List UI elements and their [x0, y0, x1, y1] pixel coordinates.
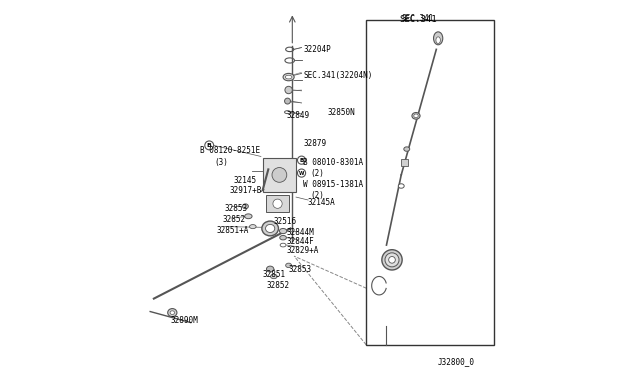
Ellipse shape: [398, 184, 404, 188]
Text: B: B: [207, 143, 212, 148]
Text: B 08010-8301A: B 08010-8301A: [303, 157, 364, 167]
Text: SEC.341: SEC.341: [399, 15, 437, 24]
Ellipse shape: [385, 253, 399, 267]
Text: 32851+A: 32851+A: [216, 226, 249, 235]
Text: 32145A: 32145A: [307, 198, 335, 207]
Circle shape: [298, 156, 306, 164]
Text: (3): (3): [215, 157, 228, 167]
Text: 32844F: 32844F: [287, 237, 314, 246]
Text: W: W: [299, 171, 304, 176]
Ellipse shape: [273, 199, 282, 208]
Ellipse shape: [285, 263, 292, 267]
Text: 32917+B: 32917+B: [230, 186, 262, 195]
Ellipse shape: [382, 250, 402, 270]
Ellipse shape: [433, 32, 443, 45]
Ellipse shape: [280, 243, 286, 247]
Text: 32851: 32851: [263, 270, 286, 279]
Text: 32853: 32853: [224, 203, 247, 213]
Ellipse shape: [262, 221, 278, 236]
Text: B 08120-8251E: B 08120-8251E: [200, 147, 260, 155]
Ellipse shape: [243, 204, 248, 209]
Bar: [266, 195, 289, 212]
Text: 32204P: 32204P: [303, 45, 331, 54]
Ellipse shape: [266, 266, 274, 272]
Ellipse shape: [414, 114, 418, 118]
Bar: [263, 158, 296, 192]
Text: 32849: 32849: [287, 111, 310, 121]
Text: 32890M: 32890M: [170, 316, 198, 325]
Bar: [401, 159, 408, 166]
Text: SEC.341: SEC.341: [401, 13, 434, 22]
Ellipse shape: [388, 257, 396, 263]
Ellipse shape: [244, 214, 252, 219]
Text: J32800_0: J32800_0: [438, 357, 475, 366]
Bar: [366, 20, 493, 345]
Text: 32879: 32879: [303, 139, 326, 148]
Text: 32829+A: 32829+A: [287, 246, 319, 255]
Ellipse shape: [266, 224, 275, 232]
Ellipse shape: [436, 37, 440, 44]
Text: 32145: 32145: [233, 176, 257, 185]
Text: (2): (2): [311, 169, 324, 177]
Text: 32852: 32852: [266, 281, 289, 290]
Ellipse shape: [412, 112, 420, 119]
Text: SEC.341(32204N): SEC.341(32204N): [303, 71, 372, 80]
Circle shape: [285, 86, 292, 94]
Ellipse shape: [170, 311, 175, 314]
Text: 32850N: 32850N: [328, 108, 355, 117]
Text: 32516: 32516: [274, 217, 297, 225]
Text: B: B: [300, 158, 303, 163]
Ellipse shape: [283, 73, 294, 81]
Ellipse shape: [271, 274, 277, 279]
Text: 32853: 32853: [289, 264, 312, 273]
Text: W 08915-1381A: W 08915-1381A: [303, 180, 364, 189]
Circle shape: [285, 98, 291, 104]
Ellipse shape: [168, 309, 177, 317]
Ellipse shape: [272, 167, 287, 182]
Ellipse shape: [404, 147, 410, 151]
Circle shape: [205, 141, 214, 150]
Ellipse shape: [285, 75, 292, 79]
Ellipse shape: [280, 228, 287, 234]
Text: 32852: 32852: [222, 215, 245, 224]
Circle shape: [298, 169, 306, 177]
Text: 32844M: 32844M: [287, 228, 314, 237]
Ellipse shape: [250, 225, 256, 229]
Ellipse shape: [280, 235, 287, 240]
Text: (2): (2): [311, 191, 324, 200]
